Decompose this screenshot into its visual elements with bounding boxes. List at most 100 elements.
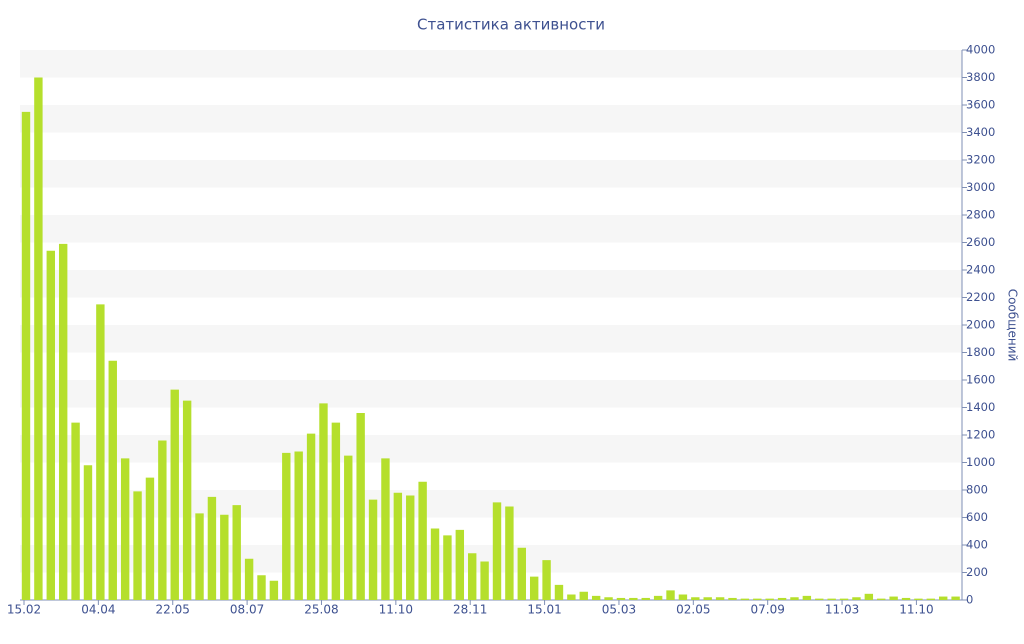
bar [728,597,737,600]
bar [393,492,403,600]
y-tick-label: 3400 [966,125,995,139]
bar [740,598,750,600]
y-tick-label: 2000 [966,318,995,332]
y-tick-label: 2400 [966,263,995,277]
y-tick-label: 2800 [966,208,995,222]
y-tick-label: 1400 [966,400,995,414]
x-tick-label: 25.08 [304,603,338,617]
bar [108,360,117,600]
bar [46,250,55,600]
bar [591,595,601,600]
bar [120,458,130,600]
x-tick-label: 08.07 [230,603,264,617]
bar [765,598,774,600]
bar [579,591,588,600]
y-tick-label: 600 [966,510,988,524]
bar [604,597,613,600]
bar [34,77,43,600]
bar [889,596,898,600]
grid-band [20,50,962,78]
bar [269,580,279,600]
bar [691,597,700,600]
y-tick-label: 2600 [966,235,995,249]
bar [839,598,849,600]
bar [21,111,31,600]
bar [244,558,254,600]
grid-band [20,105,962,133]
bar [96,304,105,600]
bar [468,553,477,600]
x-tick-label: 11.10 [379,603,413,617]
y-tick-label: 3000 [966,180,995,194]
bar [282,452,291,600]
bar [195,513,204,600]
bar [232,505,241,600]
bar [207,496,217,600]
x-tick-label: 22.05 [156,603,190,617]
bar [715,597,725,600]
x-tick-label: 11.03 [825,603,859,617]
bar [629,597,638,600]
bar [864,593,874,600]
bar [926,598,936,600]
grid-band [20,215,962,243]
bar [554,584,564,600]
bar [319,403,328,600]
bar [505,506,514,600]
bar [83,465,93,600]
bar [703,597,712,600]
bar [827,598,836,600]
bar [368,499,378,600]
y-tick-label: 3200 [966,153,995,167]
bar [790,597,799,600]
bar [641,597,650,600]
y-tick-label: 400 [966,538,988,552]
bar [939,596,948,600]
y-tick-label: 1200 [966,428,995,442]
bar [753,598,762,600]
grid-band [20,270,962,298]
y-tick-label: 1600 [966,373,995,387]
bar [71,422,80,600]
y-tick-label: 2200 [966,290,995,304]
grid-band [20,380,962,408]
x-tick-label: 15.01 [527,603,561,617]
bar [294,451,303,600]
bar [331,422,341,600]
y-tick-label: 3600 [966,98,995,112]
y-tick-label: 200 [966,565,988,579]
y-axis-label: Сообщений [1006,289,1020,362]
bar [777,597,787,600]
bar [356,413,365,600]
bar [344,455,353,600]
bar [443,535,452,600]
x-tick-label: 04.04 [81,603,115,617]
chart-title: Статистика активности [417,16,605,34]
bar [914,598,923,600]
bar [852,597,861,600]
bar [455,529,465,600]
y-tick-label: 3800 [966,70,995,84]
grid-band [20,325,962,353]
bar [430,528,440,600]
bar [58,243,68,600]
bar [381,458,390,600]
bar [901,597,911,600]
bar [220,514,229,600]
x-tick-label: 05.03 [602,603,636,617]
bar [616,597,626,600]
x-tick-label: 28.11 [453,603,487,617]
bar [182,400,192,600]
bar [492,502,502,600]
bar [678,594,688,600]
x-tick-label: 15.02 [7,603,41,617]
bar [666,590,675,600]
bar [145,477,155,600]
x-tick-label: 07.09 [751,603,785,617]
bar [170,389,179,600]
bar [517,547,526,600]
y-tick-label: 1000 [966,455,995,469]
x-tick-label: 02.05 [676,603,710,617]
bar [877,598,886,600]
